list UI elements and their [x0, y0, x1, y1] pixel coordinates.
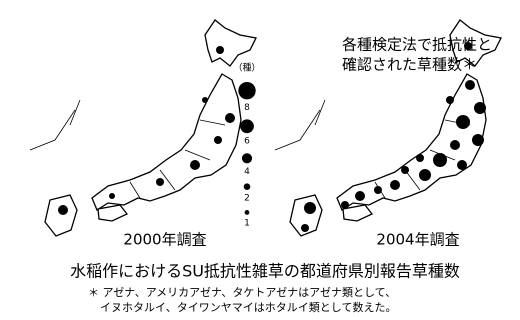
map-2000-dots — [58, 46, 235, 215]
caption-title: 水稲作におけるSU抵抗性雑草の都道府県別報告草種数 — [70, 262, 460, 281]
map-label: 2000年調査 — [123, 231, 206, 249]
legend-label: 8 — [244, 103, 250, 113]
map-2004-dots — [301, 42, 486, 232]
header-line: 確認された草種数＊ — [342, 56, 477, 74]
caption-note: イヌホタルイ、タイワンヤマイはホタルイ類として数えた。 — [100, 301, 396, 314]
legend: 8 6 4 2 1 — [238, 82, 256, 228]
map-label: 2004年調査 — [376, 231, 459, 249]
legend-dot — [240, 119, 254, 134]
legend-dot — [243, 183, 251, 190]
legend-label: 4 — [244, 167, 250, 177]
legend-dot — [241, 153, 253, 164]
legend-label: 2 — [244, 194, 250, 204]
caption-note: ＊ アゼナ、アメリカアゼナ、タケトアゼナはアゼナ類として、 — [88, 286, 396, 299]
legend-unit: （種） — [233, 63, 260, 74]
legend-label: 1 — [244, 218, 250, 228]
legend-label: 6 — [244, 137, 250, 147]
legend-dot — [238, 82, 256, 100]
legend-dot — [244, 210, 250, 215]
header-line: 各種検定法で抵抗性と — [342, 36, 492, 54]
